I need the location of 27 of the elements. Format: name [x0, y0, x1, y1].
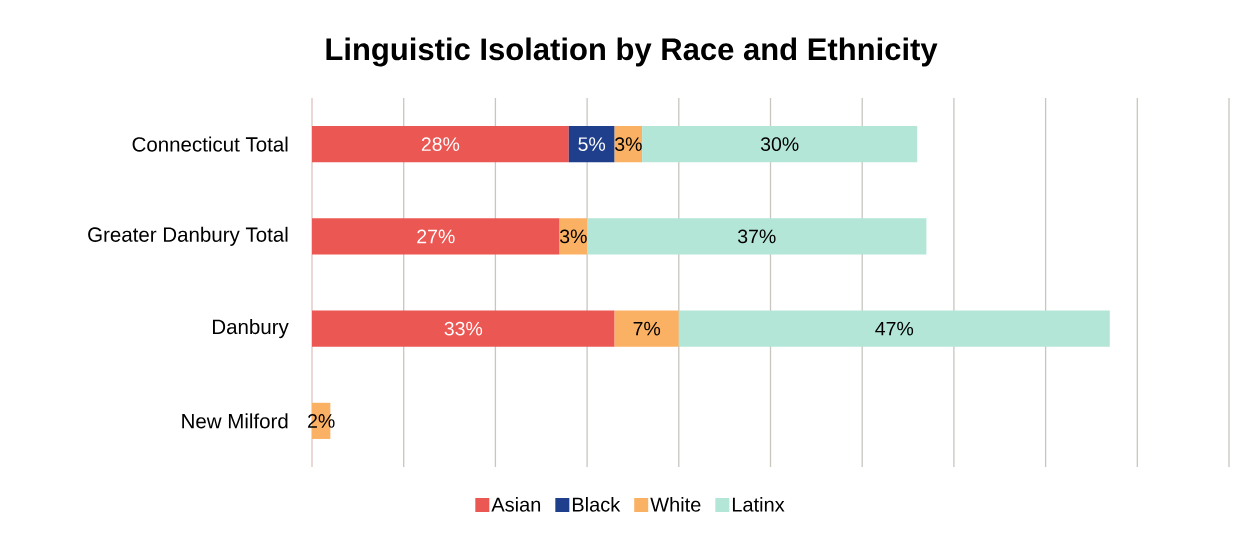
- data-label: 28%: [421, 137, 460, 152]
- bar: [587, 218, 927, 255]
- data-label: 27%: [417, 229, 455, 244]
- legend-label: Asian: [491, 497, 541, 512]
- data-label: 5%: [578, 137, 606, 151]
- data-label: 47%: [875, 321, 914, 336]
- bar: [678, 310, 1110, 347]
- data-label: 33%: [444, 321, 483, 336]
- legend-label: Latinx: [732, 497, 785, 512]
- chart-title: Linguistic Isolation by Race and Ethnicity: [326, 37, 938, 67]
- bar: [312, 218, 560, 255]
- bar: [312, 126, 569, 163]
- y-tick-label: Danbury: [213, 319, 289, 339]
- y-tick-label: Connecticut Total: [132, 136, 288, 152]
- bar: [614, 310, 679, 347]
- y-tick-label: New Milford: [182, 413, 288, 429]
- data-label: 3%: [560, 229, 587, 244]
- legend-label: White: [650, 497, 701, 512]
- bar: [568, 126, 615, 163]
- legend-label: Black: [572, 497, 621, 512]
- data-label: 30%: [760, 137, 799, 152]
- bar: [642, 126, 918, 163]
- y-tick-label: Greater Danbury Total: [88, 226, 288, 246]
- data-label: 7%: [633, 321, 661, 336]
- data-label: 37%: [737, 229, 776, 244]
- bar: [312, 310, 615, 347]
- data-label: 3%: [615, 137, 642, 152]
